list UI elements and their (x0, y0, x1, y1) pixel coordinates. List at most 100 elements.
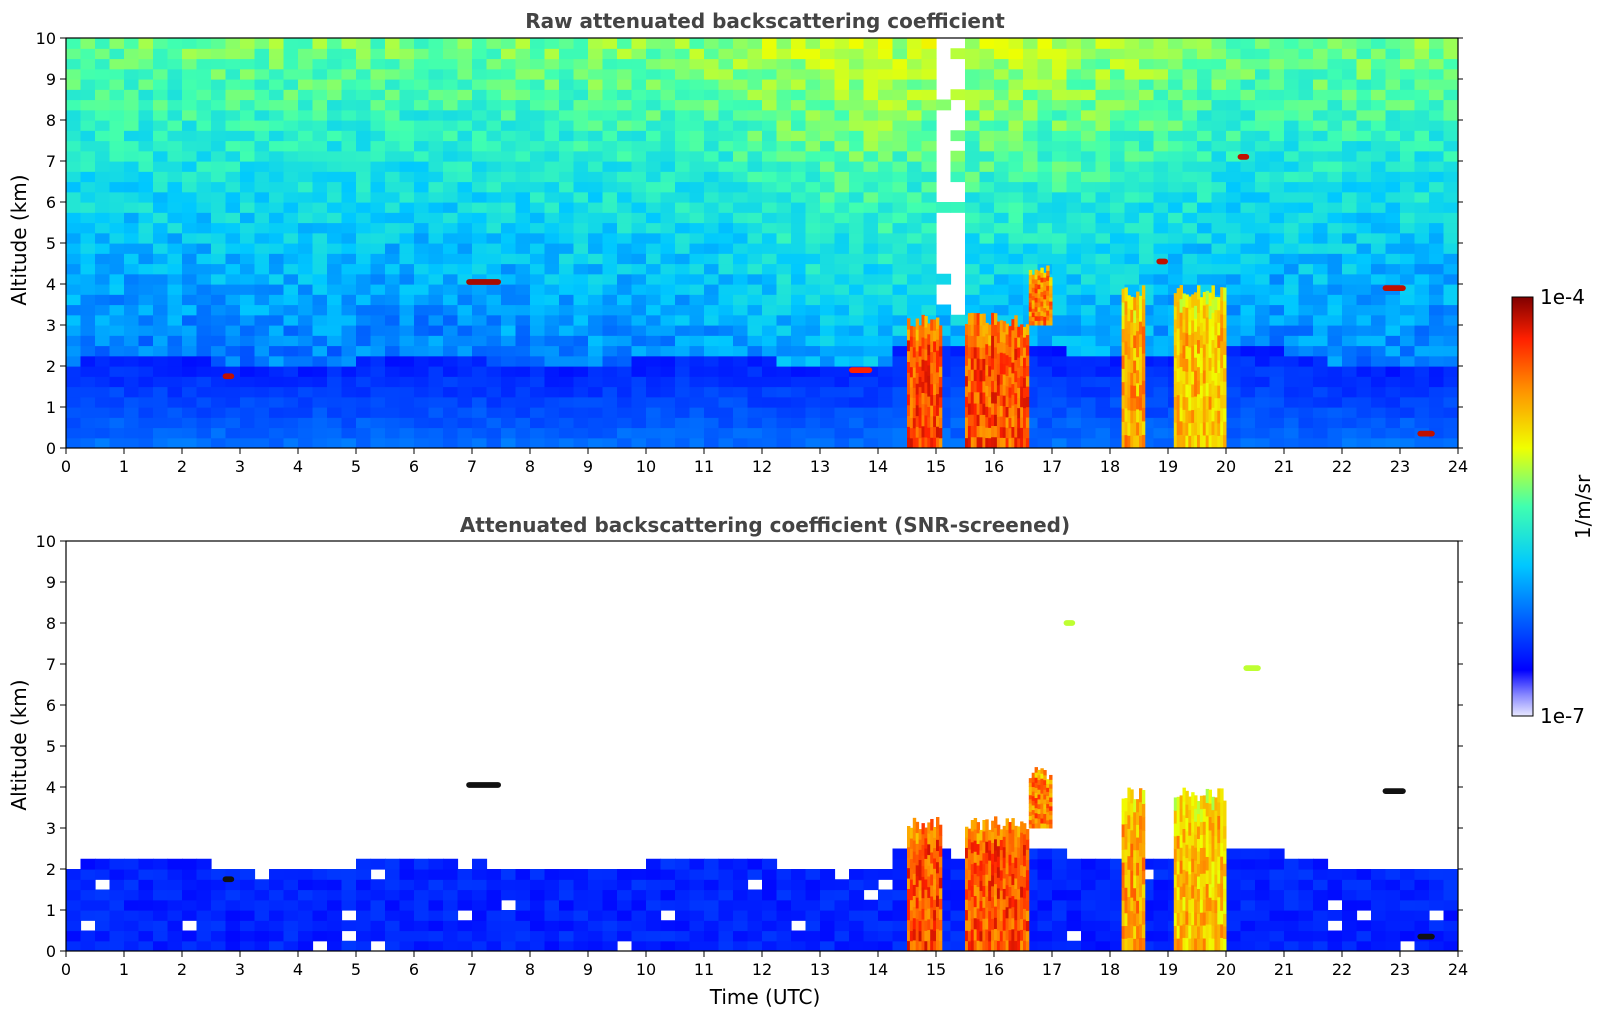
y-tick-label: 2 (46, 357, 56, 376)
x-tick-label: 0 (61, 960, 71, 979)
cloud-layer (1237, 154, 1250, 160)
colorbar: 1e-4 1e-7 1/m/sr (1511, 285, 1595, 728)
y-tick-label: 5 (46, 737, 56, 756)
x-tick-label: 10 (636, 457, 656, 476)
plot-area (66, 38, 1458, 448)
x-tick-label: 12 (752, 960, 772, 979)
y-tick-label: 3 (46, 819, 56, 838)
y-tick-label: 0 (46, 942, 56, 961)
y-tick-label: 8 (46, 111, 56, 130)
y-axis-label: Altitude (km) (7, 174, 31, 305)
x-tick-label: 6 (409, 960, 419, 979)
x-tick-label: 17 (1042, 457, 1062, 476)
cloud-layer (1417, 933, 1435, 940)
panel-title: Raw attenuated backscattering coefficien… (525, 9, 1005, 33)
x-tick-label: 3 (235, 457, 245, 476)
backscatter-field (66, 38, 1458, 448)
raw-backscatter-panel: Raw attenuated backscattering coefficien… (7, 9, 1468, 476)
x-tick-label: 8 (525, 457, 535, 476)
y-tick-label: 10 (36, 29, 56, 48)
cloud-column (1028, 265, 1053, 326)
y-tick-label: 0 (46, 439, 56, 458)
cloud-layer (849, 367, 873, 373)
y-tick-label: 1 (46, 901, 56, 920)
cloud-layer (1156, 258, 1168, 265)
x-tick-label: 16 (984, 960, 1004, 979)
x-tick-label: 2 (177, 457, 187, 476)
y-tick-label: 7 (46, 655, 56, 674)
cloud-layer (222, 876, 235, 883)
y-tick-label: 4 (46, 778, 56, 797)
x-tick-label: 1 (119, 457, 129, 476)
y-tick-label: 9 (46, 70, 56, 89)
x-tick-label: 13 (810, 457, 830, 476)
x-tick-label: 0 (61, 457, 71, 476)
x-tick-label: 13 (810, 960, 830, 979)
cloud-column (1121, 787, 1146, 951)
x-tick-label: 4 (293, 457, 303, 476)
x-tick-label: 11 (694, 457, 714, 476)
y-tick-label: 2 (46, 860, 56, 879)
y-tick-label: 3 (46, 316, 56, 335)
cloud-layer (1243, 665, 1261, 671)
cloud-column (907, 314, 943, 448)
x-tick-label: 16 (984, 457, 1004, 476)
x-tick-label: 24 (1448, 960, 1468, 979)
colorbar-gradient (1511, 296, 1534, 717)
y-tick-label: 1 (46, 398, 56, 417)
x-tick-label: 7 (467, 457, 477, 476)
x-tick-label: 18 (1100, 960, 1120, 979)
x-tick-label: 12 (752, 457, 772, 476)
x-tick-label: 19 (1158, 960, 1178, 979)
x-tick-label: 22 (1332, 960, 1352, 979)
x-tick-label: 21 (1274, 960, 1294, 979)
x-tick-label: 5 (351, 960, 361, 979)
plot-area (66, 541, 1458, 951)
cloud-column (907, 817, 943, 951)
colorbar-max-label: 1e-4 (1540, 285, 1585, 309)
x-tick-label: 23 (1390, 457, 1410, 476)
colorbar-unit-label: 1/m/sr (1571, 474, 1595, 539)
cloud-layer (466, 782, 501, 788)
snr-screened-panel: Attenuated backscattering coefficient (S… (7, 513, 1468, 1009)
cloud-layer (222, 373, 235, 380)
x-tick-label: 20 (1216, 457, 1236, 476)
cloud-column (1121, 285, 1146, 448)
x-tick-label: 14 (868, 960, 888, 979)
x-tick-label: 11 (694, 960, 714, 979)
panel-title: Attenuated backscattering coefficient (S… (460, 513, 1070, 537)
x-tick-label: 17 (1042, 960, 1062, 979)
x-tick-label: 7 (467, 960, 477, 979)
y-tick-label: 4 (46, 275, 56, 294)
cloud-layer (1382, 285, 1406, 291)
x-tick-label: 22 (1332, 457, 1352, 476)
x-axis-label: Time (UTC) (709, 985, 821, 1009)
cloud-layer (1382, 788, 1406, 794)
x-tick-label: 18 (1100, 457, 1120, 476)
y-tick-label: 8 (46, 614, 56, 633)
x-tick-label: 10 (636, 960, 656, 979)
x-tick-label: 8 (525, 960, 535, 979)
x-tick-label: 20 (1216, 960, 1236, 979)
axes: 0 1 2 3 4 5 6 7 8 9 10 11 12 13 14 15 16 17 18 19 20 21 22 23 24… (36, 532, 1469, 979)
x-tick-label: 15 (926, 960, 946, 979)
cloud-column (1028, 767, 1053, 829)
y-axis-label: Altitude (km) (7, 679, 31, 810)
x-tick-label: 21 (1274, 457, 1294, 476)
cloud-layer (466, 279, 501, 285)
y-tick-label: 6 (46, 696, 56, 715)
cloud-column (965, 816, 1030, 951)
cloud-column (1173, 787, 1227, 951)
cloud-column (1173, 285, 1227, 448)
axes: 0 1 2 3 4 5 6 7 8 9 10 11 12 13 14 15 16 17 18 19 20 21 22 23 24… (36, 29, 1469, 476)
x-tick-label: 14 (868, 457, 888, 476)
x-tick-label: 3 (235, 960, 245, 979)
x-tick-label: 24 (1448, 457, 1468, 476)
x-tick-label: 1 (119, 960, 129, 979)
y-tick-label: 6 (46, 193, 56, 212)
y-tick-label: 10 (36, 532, 56, 551)
y-tick-label: 9 (46, 573, 56, 592)
cloud-column (965, 312, 1030, 448)
x-tick-label: 15 (926, 457, 946, 476)
